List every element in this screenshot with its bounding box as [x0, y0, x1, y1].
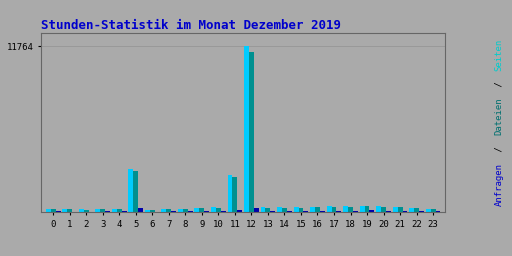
Bar: [353, 211, 358, 212]
Bar: [244, 47, 249, 212]
Bar: [254, 208, 259, 212]
Bar: [332, 207, 336, 212]
Text: Dateien: Dateien: [495, 98, 504, 135]
Bar: [277, 207, 282, 212]
Bar: [46, 209, 51, 212]
Bar: [425, 209, 431, 212]
Bar: [79, 209, 84, 212]
Text: /: /: [495, 141, 504, 157]
Bar: [56, 211, 61, 212]
Bar: [216, 208, 221, 212]
Bar: [117, 209, 122, 212]
Bar: [249, 52, 254, 212]
Bar: [287, 211, 292, 212]
Bar: [204, 211, 209, 212]
Bar: [310, 207, 315, 212]
Bar: [436, 211, 440, 212]
Bar: [221, 211, 226, 212]
Bar: [298, 208, 304, 212]
Bar: [138, 208, 143, 212]
Bar: [336, 211, 342, 212]
Bar: [381, 207, 386, 212]
Bar: [293, 207, 298, 212]
Bar: [370, 210, 374, 212]
Bar: [72, 211, 77, 212]
Bar: [145, 210, 150, 212]
Bar: [68, 209, 72, 212]
Bar: [200, 208, 204, 212]
Text: Seiten: Seiten: [495, 39, 504, 71]
Bar: [414, 208, 419, 212]
Bar: [100, 209, 105, 212]
Bar: [166, 209, 172, 212]
Bar: [393, 207, 397, 212]
Bar: [51, 209, 56, 212]
Bar: [129, 169, 134, 212]
Bar: [150, 210, 155, 212]
Bar: [266, 208, 270, 212]
Bar: [134, 171, 138, 212]
Bar: [122, 211, 127, 212]
Bar: [343, 206, 348, 212]
Bar: [105, 211, 110, 212]
Bar: [62, 209, 68, 212]
Text: /: /: [495, 76, 504, 92]
Bar: [376, 206, 381, 212]
Bar: [327, 206, 332, 212]
Bar: [172, 211, 176, 212]
Bar: [211, 207, 216, 212]
Bar: [282, 208, 287, 212]
Bar: [431, 209, 436, 212]
Bar: [188, 211, 193, 212]
Bar: [178, 209, 183, 212]
Bar: [365, 207, 370, 212]
Text: Stunden-Statistik im Monat Dezember 2019: Stunden-Statistik im Monat Dezember 2019: [41, 19, 341, 32]
Bar: [315, 207, 320, 212]
Bar: [320, 211, 325, 212]
Bar: [238, 210, 242, 212]
Bar: [402, 211, 408, 212]
Bar: [161, 209, 166, 212]
Bar: [386, 211, 391, 212]
Bar: [232, 177, 238, 212]
Bar: [227, 175, 232, 212]
Bar: [183, 209, 188, 212]
Bar: [112, 209, 117, 212]
Text: Anfragen: Anfragen: [495, 163, 504, 206]
Bar: [304, 211, 308, 212]
Bar: [195, 208, 200, 212]
Bar: [419, 211, 424, 212]
Bar: [409, 208, 414, 212]
Bar: [397, 207, 402, 212]
Bar: [84, 210, 89, 212]
Bar: [95, 209, 100, 212]
Bar: [348, 207, 353, 212]
Bar: [270, 211, 275, 212]
Bar: [261, 207, 266, 212]
Bar: [359, 206, 365, 212]
